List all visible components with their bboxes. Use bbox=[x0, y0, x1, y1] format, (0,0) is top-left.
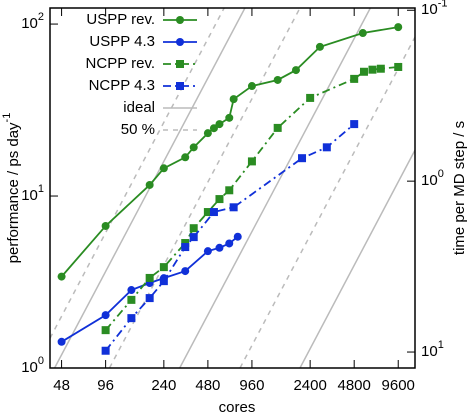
marker bbox=[225, 113, 234, 122]
x-tick-label: 96 bbox=[97, 377, 114, 394]
legend-label: USPP rev. bbox=[86, 11, 155, 28]
x-tick-label: 48 bbox=[53, 377, 70, 394]
marker bbox=[57, 272, 66, 281]
marker bbox=[189, 143, 198, 152]
marker bbox=[209, 208, 218, 217]
x-tick-label: 2400 bbox=[293, 377, 326, 394]
y2-axis-title: time per MD step / s bbox=[451, 121, 468, 255]
series-line bbox=[61, 236, 239, 343]
x-tick-label: 240 bbox=[151, 377, 176, 394]
reference-line bbox=[50, 8, 225, 339]
marker bbox=[273, 75, 282, 84]
legend-label: NCPP rev. bbox=[86, 55, 155, 72]
marker bbox=[181, 267, 190, 276]
marker bbox=[127, 286, 136, 295]
marker bbox=[176, 16, 184, 24]
marker bbox=[273, 123, 282, 132]
y-tick-label: 100 bbox=[21, 355, 44, 376]
marker bbox=[101, 326, 110, 335]
marker bbox=[203, 208, 212, 217]
marker bbox=[159, 277, 168, 286]
y2-tick-label: 100 bbox=[421, 168, 444, 189]
marker bbox=[101, 346, 110, 355]
x-axis-title: cores bbox=[219, 399, 256, 416]
marker bbox=[145, 273, 154, 282]
marker bbox=[229, 95, 238, 104]
marker bbox=[225, 186, 234, 195]
marker bbox=[306, 93, 315, 102]
marker bbox=[57, 337, 66, 346]
marker bbox=[176, 38, 184, 46]
marker bbox=[247, 82, 256, 91]
reference-line bbox=[179, 8, 372, 368]
series-line bbox=[104, 123, 355, 352]
marker bbox=[315, 42, 324, 51]
reference-line bbox=[299, 149, 415, 368]
reference-line bbox=[239, 36, 415, 368]
marker bbox=[176, 82, 184, 90]
marker bbox=[376, 64, 385, 73]
x-tick-label: 960 bbox=[239, 377, 264, 394]
marker bbox=[322, 143, 331, 152]
marker bbox=[359, 67, 368, 76]
x-tick-label: 9600 bbox=[382, 377, 415, 394]
marker bbox=[189, 233, 198, 242]
y2-tick-label: 10-1 bbox=[421, 0, 447, 18]
marker bbox=[203, 129, 212, 138]
marker bbox=[176, 60, 184, 68]
marker bbox=[101, 221, 110, 230]
legend-label: NCPP 4.3 bbox=[89, 77, 155, 94]
marker bbox=[350, 74, 359, 83]
marker bbox=[159, 263, 168, 272]
marker bbox=[189, 224, 198, 233]
marker bbox=[215, 243, 224, 252]
plot-frame bbox=[49, 7, 416, 369]
data-layer bbox=[57, 23, 403, 355]
marker bbox=[291, 66, 300, 75]
marker bbox=[181, 243, 190, 252]
marker bbox=[225, 239, 234, 248]
legend-label: ideal bbox=[123, 99, 155, 116]
marker bbox=[181, 153, 190, 162]
marker bbox=[350, 120, 359, 129]
y-tick-label: 102 bbox=[21, 11, 44, 32]
marker bbox=[247, 157, 256, 166]
marker bbox=[209, 124, 218, 133]
y-axis-title: performance / ps day-1 bbox=[1, 113, 22, 264]
marker bbox=[159, 164, 168, 173]
marker bbox=[127, 314, 136, 323]
marker bbox=[215, 195, 224, 204]
marker bbox=[181, 239, 190, 248]
marker bbox=[229, 203, 238, 212]
marker bbox=[394, 62, 403, 71]
y2-tick-label: 101 bbox=[421, 339, 444, 360]
marker bbox=[145, 180, 154, 189]
x-tick-label: 480 bbox=[195, 377, 220, 394]
marker bbox=[101, 311, 110, 320]
reference-line bbox=[108, 8, 301, 368]
legend-label: 50 % bbox=[121, 121, 155, 138]
marker bbox=[358, 29, 367, 38]
marker bbox=[233, 232, 242, 241]
marker bbox=[203, 247, 212, 256]
reference-lines bbox=[50, 8, 415, 368]
marker bbox=[394, 23, 403, 32]
x-tick-label: 4800 bbox=[337, 377, 370, 394]
marker bbox=[215, 120, 224, 129]
marker bbox=[127, 295, 136, 304]
marker bbox=[298, 154, 307, 163]
marker bbox=[145, 294, 154, 303]
marker bbox=[368, 65, 377, 74]
y-tick-label: 101 bbox=[21, 183, 44, 204]
legend-label: USPP 4.3 bbox=[89, 33, 155, 50]
